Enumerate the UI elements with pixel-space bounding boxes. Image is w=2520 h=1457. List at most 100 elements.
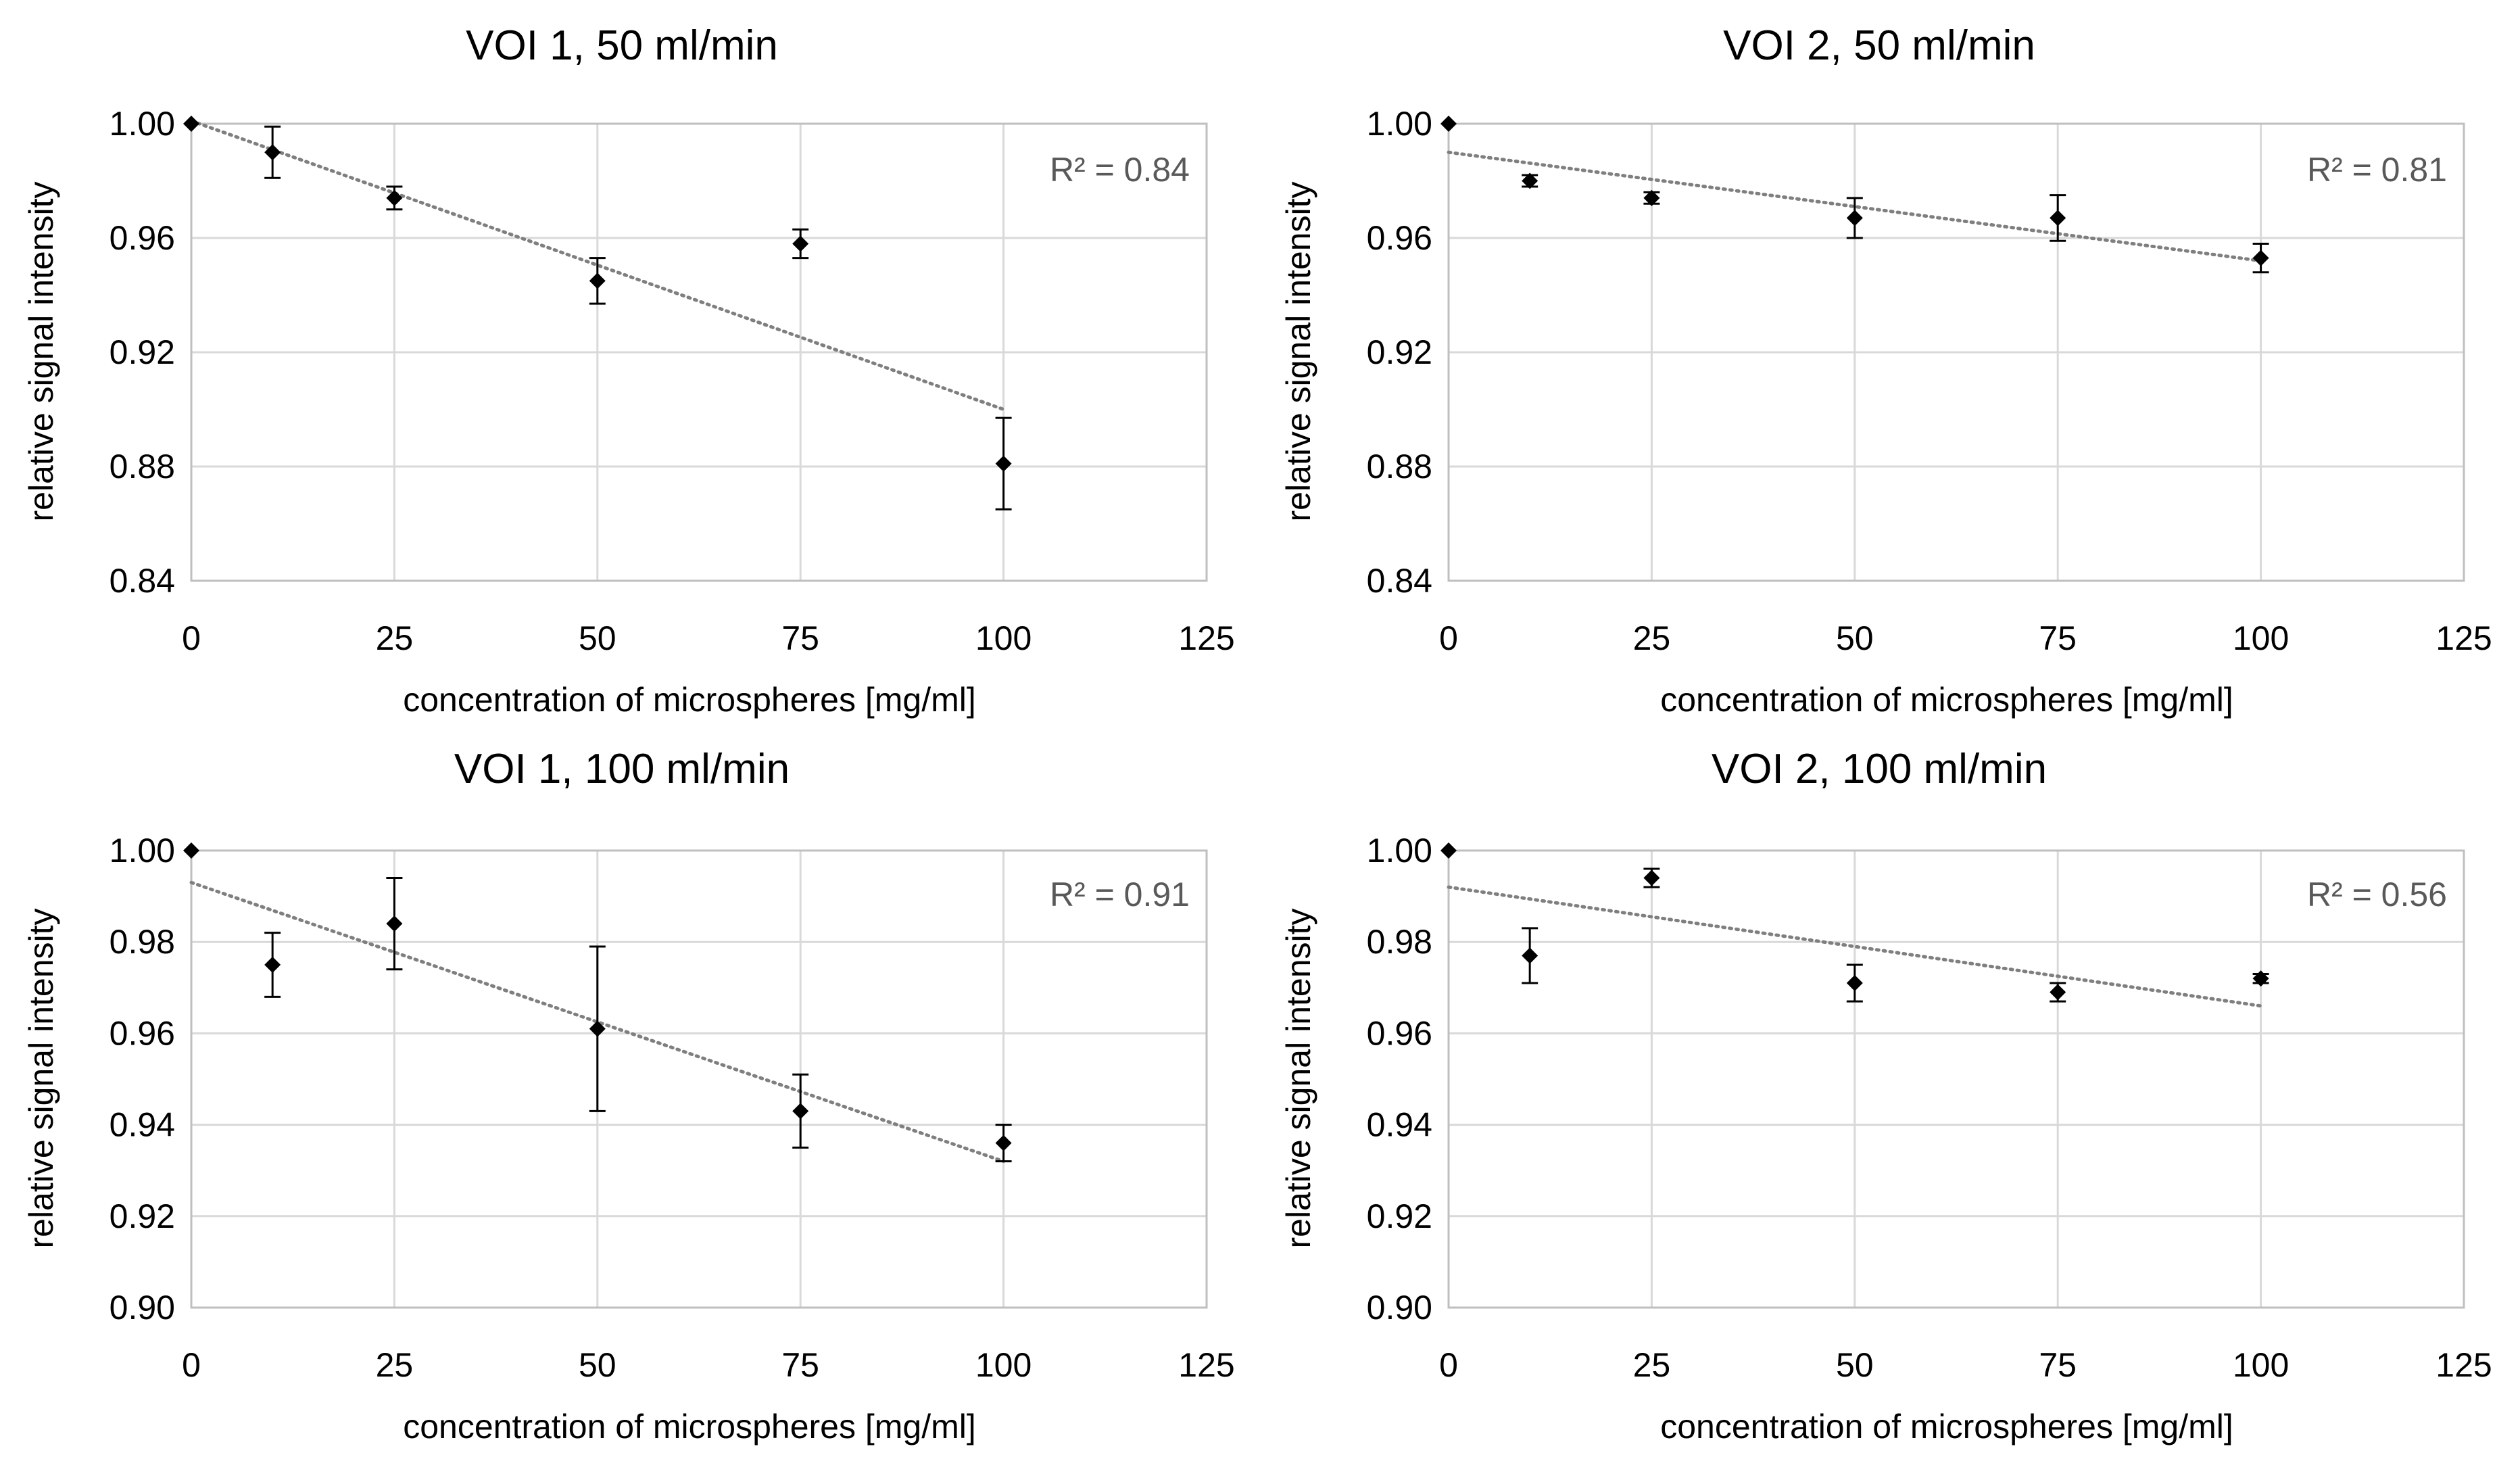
chart-title: VOI 2, 100 ml/min bbox=[1712, 746, 2047, 792]
x-tick-label: 100 bbox=[975, 619, 1032, 657]
plot-area-frame bbox=[1447, 122, 2465, 582]
data-point-diamond bbox=[2252, 249, 2269, 266]
y-axis-label: relative signal intensity bbox=[22, 181, 60, 521]
x-tick-label: 0 bbox=[182, 619, 201, 657]
y-tick-label: 0.92 bbox=[1367, 333, 1432, 371]
y-tick-label: 0.96 bbox=[110, 219, 175, 257]
x-axis-label: concentration of microspheres [mg/ml] bbox=[1660, 1408, 2233, 1446]
data-point-diamond bbox=[995, 1134, 1012, 1151]
x-tick-label: 125 bbox=[1178, 1346, 1234, 1384]
trendline bbox=[1447, 150, 2263, 263]
data-point-diamond bbox=[1440, 116, 1457, 132]
data-point-diamond bbox=[264, 957, 281, 973]
x-tick-label: 75 bbox=[2039, 1346, 2077, 1384]
data-point-diamond bbox=[792, 1103, 809, 1120]
plot-area-frame bbox=[190, 122, 1208, 582]
chart-title: VOI 2, 50 ml/min bbox=[1723, 22, 2035, 69]
y-axis-label: relative signal intensity bbox=[1280, 181, 1317, 521]
chart-title: VOI 1, 50 ml/min bbox=[466, 22, 778, 69]
x-tick-label: 100 bbox=[975, 1346, 1032, 1384]
data-point-diamond bbox=[2252, 970, 2269, 987]
x-tick-label: 25 bbox=[1633, 619, 1671, 657]
y-tick-label: 0.88 bbox=[1367, 448, 1432, 485]
x-tick-label: 50 bbox=[1836, 619, 1874, 657]
x-tick-label: 0 bbox=[1439, 1346, 1458, 1384]
r-squared-annotation: R² = 0.81 bbox=[2307, 151, 2447, 189]
y-tick-label: 0.96 bbox=[110, 1014, 175, 1052]
r-squared-annotation: R² = 0.56 bbox=[2307, 876, 2447, 913]
data-point-diamond bbox=[2050, 984, 2066, 1001]
x-tick-label: 100 bbox=[2233, 1346, 2289, 1384]
y-tick-label: 1.00 bbox=[110, 832, 175, 869]
data-point-diamond bbox=[386, 915, 403, 932]
data-point-diamond bbox=[1846, 975, 1863, 992]
gridlines bbox=[190, 122, 1208, 582]
y-tick-label: 0.96 bbox=[1367, 219, 1432, 257]
y-tick-label: 0.94 bbox=[1367, 1106, 1432, 1144]
x-tick-label: 50 bbox=[579, 1346, 616, 1384]
x-tick-label: 50 bbox=[579, 619, 616, 657]
y-tick-label: 0.92 bbox=[1367, 1197, 1432, 1235]
data-point-diamond bbox=[1846, 210, 1863, 226]
x-tick-label: 25 bbox=[1633, 1346, 1671, 1384]
x-tick-label: 0 bbox=[1439, 619, 1458, 657]
y-tick-label: 0.92 bbox=[110, 333, 175, 371]
gridlines bbox=[1447, 849, 2465, 1309]
data-point-diamond bbox=[1643, 189, 1660, 206]
y-tick-label: 0.88 bbox=[110, 448, 175, 485]
x-tick-label: 125 bbox=[1178, 619, 1234, 657]
y-tick-label: 0.84 bbox=[110, 562, 175, 600]
x-tick-label: 125 bbox=[2436, 1346, 2492, 1384]
chart-title: VOI 1, 100 ml/min bbox=[454, 746, 790, 792]
y-tick-label: 0.94 bbox=[110, 1106, 175, 1144]
x-tick-label: 100 bbox=[2233, 619, 2289, 657]
plot-area-frame bbox=[190, 849, 1208, 1309]
x-axis-label: concentration of microspheres [mg/ml] bbox=[403, 1408, 976, 1446]
y-tick-label: 1.00 bbox=[1367, 105, 1432, 143]
data-point-diamond bbox=[995, 455, 1012, 472]
data-point-diamond bbox=[589, 1020, 606, 1037]
r-squared-annotation: R² = 0.84 bbox=[1050, 151, 1190, 189]
y-tick-label: 0.90 bbox=[1367, 1289, 1432, 1327]
y-axis-label: relative signal intensity bbox=[1280, 908, 1317, 1248]
data-point-diamond bbox=[792, 235, 809, 252]
r-squared-annotation: R² = 0.91 bbox=[1050, 876, 1190, 913]
data-point-diamond bbox=[1522, 172, 1538, 189]
y-tick-label: 1.00 bbox=[110, 105, 175, 143]
x-tick-label: 125 bbox=[2436, 619, 2492, 657]
data-point-diamond bbox=[1522, 947, 1538, 964]
data-point-diamond bbox=[264, 144, 281, 161]
chart-panel-3: VOI 1, 100 ml/min relative signal intens… bbox=[22, 746, 1235, 1446]
data-point-diamond bbox=[183, 116, 199, 132]
plot-area-frame bbox=[1447, 849, 2465, 1309]
x-tick-label: 25 bbox=[376, 619, 414, 657]
y-tick-label: 0.98 bbox=[1367, 923, 1432, 961]
gridlines bbox=[1447, 122, 2465, 582]
data-point-diamond bbox=[2050, 210, 2066, 226]
x-axis-label: concentration of microspheres [mg/ml] bbox=[1660, 681, 2233, 719]
x-axis-label: concentration of microspheres [mg/ml] bbox=[403, 681, 976, 719]
x-tick-label: 75 bbox=[781, 1346, 819, 1384]
x-tick-label: 75 bbox=[781, 619, 819, 657]
x-tick-label: 0 bbox=[182, 1346, 201, 1384]
x-tick-label: 25 bbox=[376, 1346, 414, 1384]
x-tick-label: 75 bbox=[2039, 619, 2077, 657]
x-tick-label: 50 bbox=[1836, 1346, 1874, 1384]
trendline bbox=[1447, 885, 2263, 1008]
y-tick-label: 1.00 bbox=[1367, 832, 1432, 869]
data-point-diamond bbox=[183, 842, 199, 859]
y-tick-label: 0.84 bbox=[1367, 562, 1432, 600]
chart-panel-4: VOI 2, 100 ml/min relative signal intens… bbox=[1280, 746, 2492, 1446]
y-tick-label: 0.90 bbox=[110, 1289, 175, 1327]
y-axis-label: relative signal intensity bbox=[22, 908, 60, 1248]
gridlines bbox=[190, 849, 1208, 1309]
y-tick-label: 0.92 bbox=[110, 1197, 175, 1235]
data-point-diamond bbox=[589, 272, 606, 289]
chart-panel-1: VOI 1, 50 ml/min relative signal intensi… bbox=[22, 22, 1235, 719]
data-point-diamond bbox=[1643, 869, 1660, 886]
y-tick-label: 0.98 bbox=[110, 923, 175, 961]
chart-panel-2: VOI 2, 50 ml/min relative signal intensi… bbox=[1280, 22, 2492, 719]
data-point-diamond bbox=[1440, 842, 1457, 859]
